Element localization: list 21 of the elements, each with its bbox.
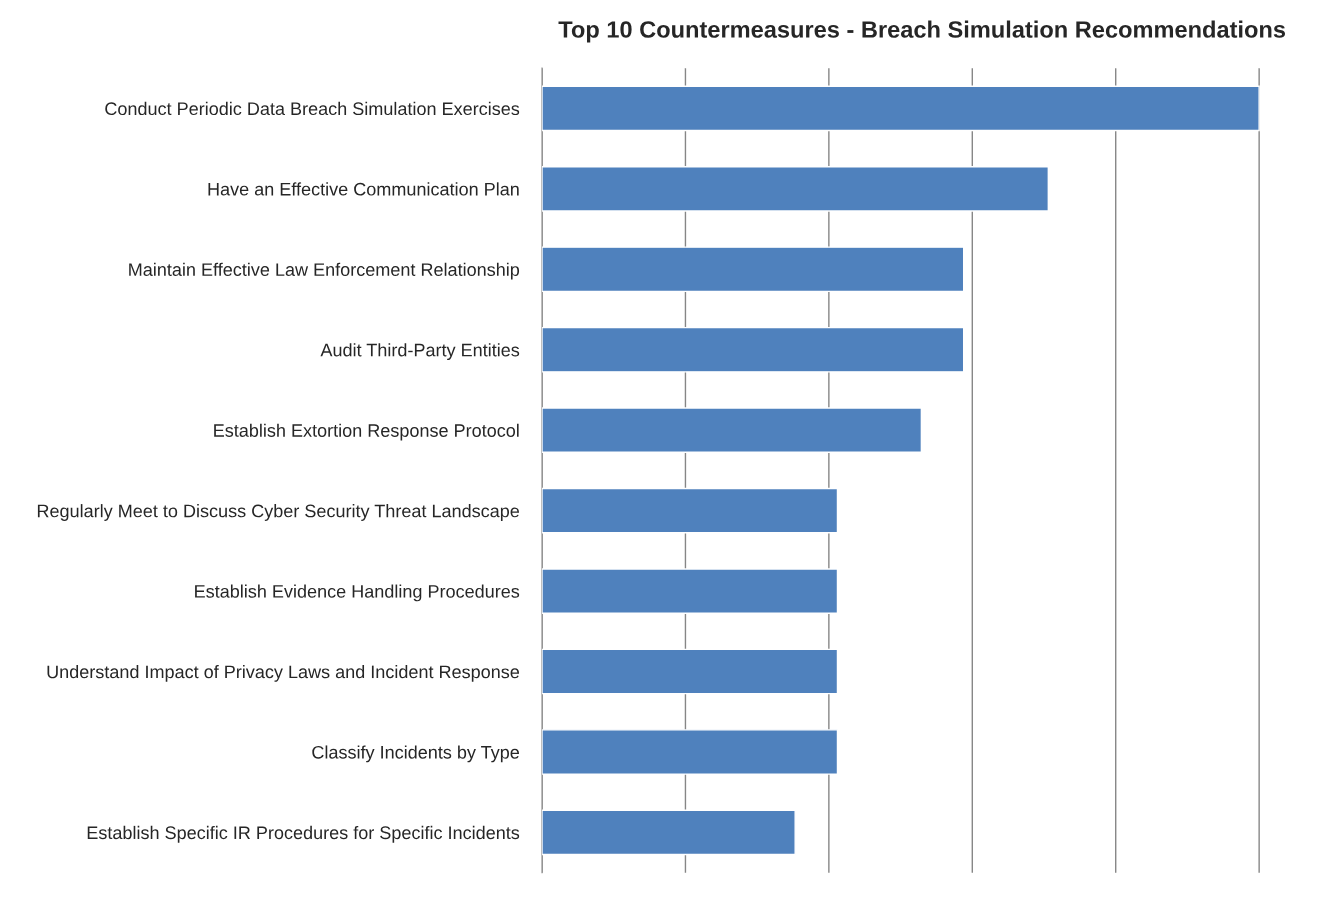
y-tick-label: Establish Specific IR Procedures for Specific Incidents bbox=[87, 825, 520, 843]
y-tick-label: Conduct Periodic Data Breach Simulation Exercises bbox=[105, 101, 520, 116]
bar bbox=[542, 407, 923, 454]
bar bbox=[542, 487, 839, 534]
bar bbox=[542, 85, 1260, 132]
y-tick-label: Establish Evidence Handling Procedures bbox=[195, 584, 520, 602]
bar bbox=[542, 326, 965, 373]
bar bbox=[542, 809, 796, 856]
y-tick-label: Audit Third-Party Entities bbox=[320, 343, 520, 361]
y-tick-label: Classify Incidents by Type bbox=[312, 745, 520, 763]
y-tick-label: Establish Extortion Response Protocol bbox=[214, 423, 519, 441]
bar bbox=[542, 729, 839, 775]
y-tick-label: Have an Effective Communication Plan bbox=[208, 182, 519, 196]
bar bbox=[542, 166, 1050, 212]
bar bbox=[542, 246, 965, 293]
chart-title: Top 10 Countermeasures - Breach Simulation Recommendations bbox=[558, 20, 1286, 43]
y-tick-label: Understand Impact of Privacy Laws and Incident Response bbox=[47, 664, 520, 682]
y-tick-label: Maintain Effective Law Enforcement Relationship bbox=[129, 262, 520, 280]
y-tick-label: Regularly Meet to Discuss Cyber Security Threat Landscape bbox=[37, 504, 520, 521]
bar bbox=[542, 648, 839, 695]
bar bbox=[542, 568, 839, 614]
